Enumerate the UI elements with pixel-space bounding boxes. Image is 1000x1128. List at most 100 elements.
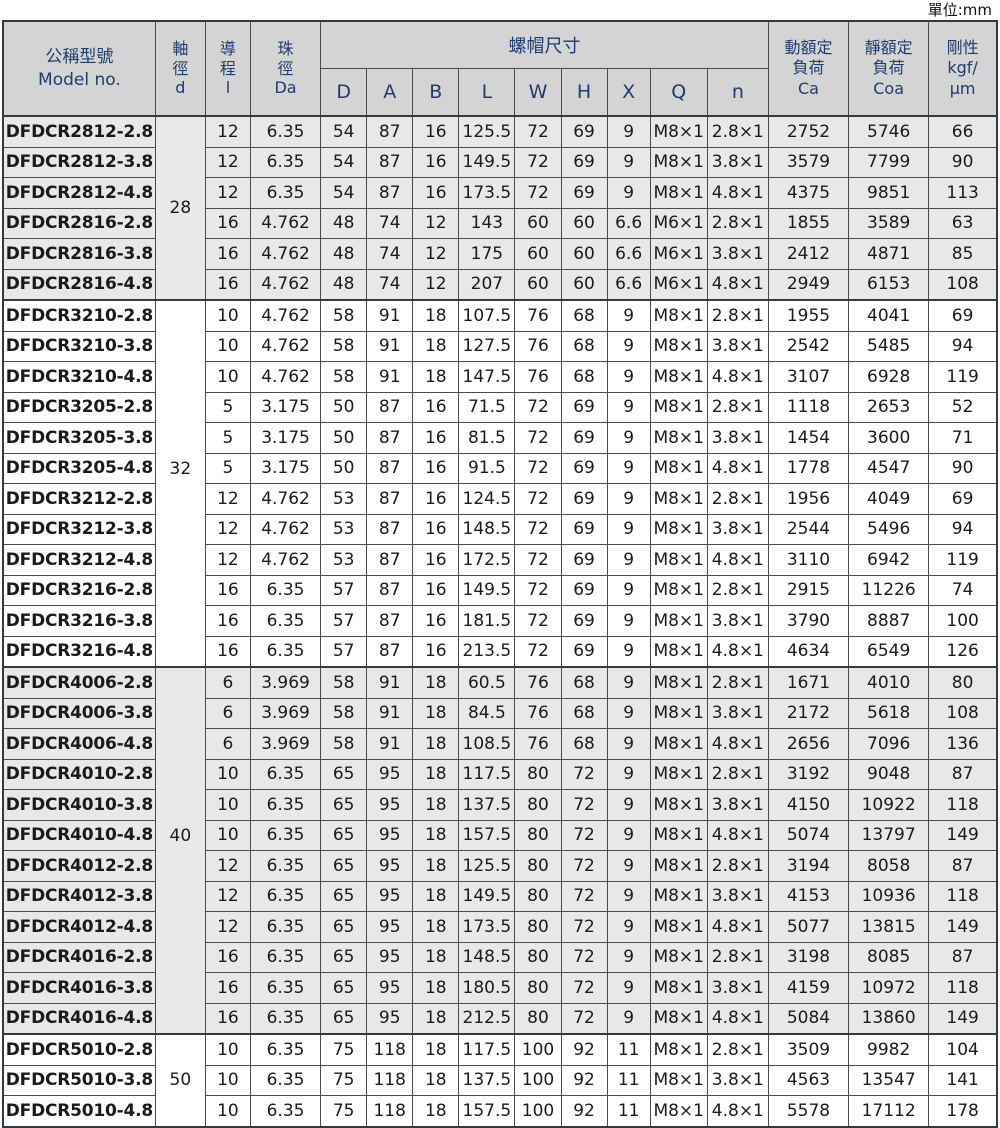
cell-l: 5 <box>204 422 251 454</box>
cell-W: 72 <box>514 391 562 423</box>
cell-A: 95 <box>366 758 414 790</box>
cell-Q: M8×1 <box>649 941 708 973</box>
cell-D: 58 <box>320 728 368 760</box>
cell-B: 18 <box>412 972 460 1004</box>
cell-l: 16 <box>204 1002 251 1035</box>
cell-X: 9 <box>606 972 651 1004</box>
cell-Coa: 5496 <box>848 513 930 545</box>
cell-L: 207 <box>458 268 516 301</box>
cell-Q: M8×1 <box>649 1002 708 1035</box>
cell-Da: 6.35 <box>249 758 322 790</box>
cell-A: 87 <box>366 605 414 637</box>
cell-Coa: 9982 <box>848 1033 930 1066</box>
cell-l: 16 <box>204 268 251 301</box>
cell-W: 76 <box>514 330 562 362</box>
cell-Da: 3.175 <box>249 422 322 454</box>
cell-Coa: 3600 <box>848 422 930 454</box>
table-row: DFDCR4006-3.8 6 3.969 58 91 18 84.5 76 68 9 M8×1 3.… <box>2 697 998 729</box>
cell-L: 149.5 <box>458 880 516 912</box>
cell-H: 69 <box>560 574 608 606</box>
cell-l: 10 <box>204 819 251 851</box>
header-dynamic-load-rating: 動額定 負荷 Ca <box>767 20 850 117</box>
cell-B: 18 <box>412 1095 460 1127</box>
cell-Q: M8×1 <box>649 880 708 912</box>
header-nut-n: n <box>706 68 769 117</box>
cell-W: 72 <box>514 635 562 668</box>
cell-l: 10 <box>204 330 251 362</box>
cell-Ca: 2542 <box>767 330 850 362</box>
header-nut-A: A <box>366 68 414 117</box>
cell-l: 10 <box>204 789 251 821</box>
header-nut-L: L <box>458 68 516 117</box>
cell-H: 69 <box>560 177 608 209</box>
cell-n: 2.8×1 <box>706 1033 769 1066</box>
cell-A: 95 <box>366 880 414 912</box>
cell-L: 84.5 <box>458 697 516 729</box>
cell-H: 69 <box>560 483 608 515</box>
cell-D: 65 <box>320 941 368 973</box>
cell-Ca: 1671 <box>767 666 850 699</box>
cell-Ca: 2544 <box>767 513 850 545</box>
cell-model-no: DFDCR3216-2.8 <box>2 574 156 606</box>
cell-Da: 4.762 <box>249 361 322 393</box>
cell-X: 9 <box>606 391 651 423</box>
cell-Da: 6.35 <box>249 1002 322 1035</box>
cell-L: 181.5 <box>458 605 516 637</box>
cell-rig: 118 <box>928 789 998 821</box>
cell-B: 16 <box>412 391 460 423</box>
cell-H: 72 <box>560 850 608 882</box>
cell-W: 60 <box>514 207 562 239</box>
cell-H: 69 <box>560 391 608 423</box>
cell-Q: M8×1 <box>649 911 708 943</box>
cell-Coa: 6928 <box>848 361 930 393</box>
table-row: DFDCR2816-3.8 16 4.762 48 74 12 175 60 60 6.6 M6×1… <box>2 238 998 270</box>
cell-l: 10 <box>204 1095 251 1127</box>
cell-H: 72 <box>560 758 608 790</box>
cell-X: 9 <box>606 544 651 576</box>
cell-rig: 94 <box>928 513 998 545</box>
cell-Q: M6×1 <box>649 238 708 270</box>
cell-n: 2.8×1 <box>706 758 769 790</box>
cell-Coa: 4871 <box>848 238 930 270</box>
cell-X: 9 <box>606 513 651 545</box>
cell-A: 87 <box>366 422 414 454</box>
cell-Ca: 2172 <box>767 697 850 729</box>
cell-B: 18 <box>412 789 460 821</box>
cell-rig: 113 <box>928 177 998 209</box>
cell-W: 80 <box>514 1002 562 1035</box>
cell-A: 87 <box>366 483 414 515</box>
cell-n: 3.8×1 <box>706 880 769 912</box>
cell-l: 16 <box>204 238 251 270</box>
cell-Coa: 5618 <box>848 697 930 729</box>
cell-n: 3.8×1 <box>706 972 769 1004</box>
cell-X: 9 <box>606 452 651 484</box>
cell-Q: M8×1 <box>649 666 708 699</box>
cell-A: 95 <box>366 789 414 821</box>
cell-Coa: 11226 <box>848 574 930 606</box>
cell-W: 80 <box>514 911 562 943</box>
cell-Da: 6.35 <box>249 635 322 668</box>
cell-l: 16 <box>204 941 251 973</box>
cell-rig: 94 <box>928 330 998 362</box>
cell-Ca: 1118 <box>767 391 850 423</box>
cell-model-no: DFDCR4006-4.8 <box>2 728 156 760</box>
cell-D: 50 <box>320 391 368 423</box>
cell-Coa: 9048 <box>848 758 930 790</box>
cell-rig: 90 <box>928 452 998 484</box>
cell-A: 74 <box>366 238 414 270</box>
cell-B: 16 <box>412 483 460 515</box>
table-row: DFDCR3205-3.8 5 3.175 50 87 16 81.5 72 69 9 M8×1 3.… <box>2 422 998 454</box>
cell-A: 87 <box>366 544 414 576</box>
cell-H: 72 <box>560 941 608 973</box>
cell-l: 16 <box>204 207 251 239</box>
cell-X: 9 <box>606 146 651 178</box>
table-row: DFDCR5010-4.8 10 6.35 75 118 18 157.5 100 92 11 M8… <box>2 1095 998 1127</box>
cell-A: 74 <box>366 268 414 301</box>
table-row: DFDCR2816-4.8 16 4.762 48 74 12 207 60 60 6.6 M6×1… <box>2 268 998 301</box>
cell-shaft-diameter: 50 <box>154 1033 206 1127</box>
cell-l: 16 <box>204 574 251 606</box>
cell-D: 65 <box>320 880 368 912</box>
cell-W: 76 <box>514 666 562 699</box>
table-row: DFDCR2812-3.8 12 6.35 54 87 16 149.5 72 69 9 M8×1 3… <box>2 146 998 178</box>
cell-rig: 90 <box>928 146 998 178</box>
